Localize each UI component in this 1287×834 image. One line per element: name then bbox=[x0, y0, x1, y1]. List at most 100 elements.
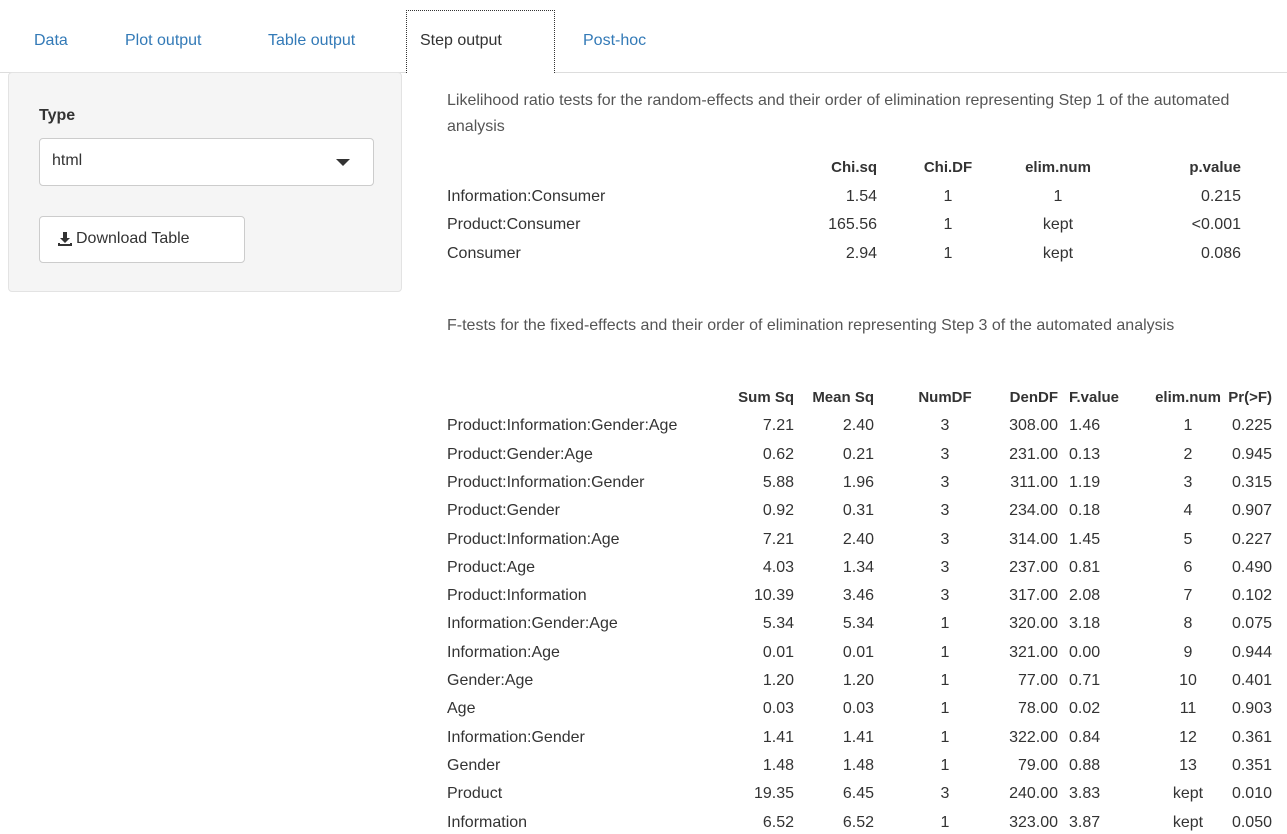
table-cell: 0.84 bbox=[1069, 728, 1101, 746]
table-cell: 0.351 bbox=[1231, 756, 1272, 774]
caret bbox=[336, 159, 350, 166]
tab[interactable]: Post-hoc bbox=[583, 32, 647, 49]
table-cell: 0.903 bbox=[1231, 700, 1272, 718]
table-cell: 2.94 bbox=[845, 244, 877, 262]
column-header: F.value bbox=[1069, 389, 1120, 406]
table-cell: 3 bbox=[940, 558, 950, 576]
button-label: Download Table bbox=[76, 230, 190, 247]
table-cell: 0.944 bbox=[1231, 643, 1272, 661]
table-cell: 2.08 bbox=[1069, 587, 1101, 605]
table-cell: 4 bbox=[1183, 502, 1193, 520]
table-cell: 0.88 bbox=[1069, 756, 1101, 774]
table-cell: 0.075 bbox=[1231, 615, 1272, 633]
column-header: Mean Sq bbox=[812, 389, 874, 406]
table-cell: 1 bbox=[940, 728, 950, 746]
table-cell: 3.83 bbox=[1069, 785, 1101, 803]
select-value: html bbox=[52, 152, 83, 169]
table-cell: 0.01 bbox=[762, 643, 794, 661]
table-cell: 7.21 bbox=[762, 417, 794, 435]
table-cell: 0.225 bbox=[1231, 417, 1272, 435]
table-cell: 6.52 bbox=[762, 813, 794, 831]
table-cell: 0.03 bbox=[762, 700, 794, 718]
table-cell: 19.35 bbox=[753, 785, 794, 803]
table-cell: 2 bbox=[1183, 445, 1193, 463]
table-cell: 6 bbox=[1183, 558, 1193, 576]
row-label: Product:Information bbox=[447, 587, 587, 605]
row-label: Age bbox=[447, 700, 476, 718]
tab[interactable]: Step output bbox=[420, 32, 502, 49]
table-cell: 0.92 bbox=[762, 502, 794, 520]
table-cell: 0.81 bbox=[1069, 558, 1101, 576]
row-label: Information:Consumer bbox=[447, 187, 606, 205]
table-cell: 10.39 bbox=[753, 587, 794, 605]
active-tab-box bbox=[406, 10, 555, 73]
table-cell: <0.001 bbox=[1191, 216, 1241, 233]
table-cell: 0.227 bbox=[1231, 530, 1272, 548]
table-cell: 1.48 bbox=[762, 756, 794, 774]
table-caption: Likelihood ratio tests for the random-ef… bbox=[447, 92, 1230, 135]
table-cell: 1.34 bbox=[842, 558, 874, 576]
table-cell: 11 bbox=[1179, 700, 1197, 718]
table-cell: 0.01 bbox=[842, 643, 874, 661]
row-label: Product bbox=[447, 785, 503, 803]
tab-border bbox=[0, 72, 1287, 73]
table-cell: 1.41 bbox=[842, 728, 874, 746]
table-cell: 1.45 bbox=[1069, 530, 1101, 548]
table-cell: 0.18 bbox=[1069, 502, 1101, 520]
table-cell: 0.21 bbox=[842, 445, 874, 463]
table-cell: 10 bbox=[1179, 672, 1197, 689]
row-label: Product:Gender:Age bbox=[447, 445, 593, 463]
table-cell: 79.00 bbox=[1017, 756, 1058, 774]
table-cell: 1 bbox=[940, 615, 950, 633]
table-cell: 0.050 bbox=[1231, 813, 1272, 831]
table-cell: 3.46 bbox=[842, 587, 874, 605]
table-cell: 4.03 bbox=[762, 558, 794, 576]
row-label: Gender:Age bbox=[447, 672, 534, 689]
table-cell: 2.40 bbox=[842, 530, 874, 548]
select[interactable]: html bbox=[39, 138, 374, 186]
table-cell: 6.45 bbox=[842, 785, 874, 803]
column-header: DenDF bbox=[1009, 389, 1058, 406]
column-header: elim.num bbox=[1025, 159, 1091, 176]
table-cell: 0.490 bbox=[1231, 558, 1272, 576]
table-cell: 321.00 bbox=[1009, 643, 1058, 661]
row-label: Product:Age bbox=[447, 558, 536, 576]
tab[interactable]: Data bbox=[34, 32, 68, 49]
table-cell: 1.46 bbox=[1069, 417, 1101, 435]
table-cell: 1 bbox=[943, 187, 953, 205]
column-header: Sum Sq bbox=[738, 389, 794, 406]
table-cell: 3 bbox=[940, 473, 950, 491]
table-cell: kept bbox=[1042, 244, 1074, 262]
table-cell: 3 bbox=[940, 530, 950, 548]
table-cell: 7.21 bbox=[762, 530, 794, 548]
column-header: Pr(>F) bbox=[1228, 389, 1272, 406]
row-label: Consumer bbox=[447, 244, 521, 262]
table-cell: 3 bbox=[940, 785, 950, 803]
tab[interactable]: Table output bbox=[268, 32, 356, 49]
table-cell: 311.00 bbox=[1010, 473, 1058, 491]
tab[interactable]: Plot output bbox=[125, 32, 202, 49]
row-label: Information bbox=[447, 813, 528, 831]
table-cell: 234.00 bbox=[1009, 502, 1058, 520]
table-cell: 0.010 bbox=[1231, 785, 1272, 803]
table-cell: 5 bbox=[1183, 530, 1193, 548]
row-label: Information:Gender:Age bbox=[447, 615, 618, 633]
row-label: Information:Age bbox=[447, 643, 560, 661]
row-label: Product:Consumer bbox=[447, 216, 581, 233]
table-cell: 3 bbox=[940, 502, 950, 520]
table-cell: 7 bbox=[1183, 587, 1193, 605]
table-cell: 1 bbox=[1053, 187, 1063, 205]
table-cell: 0.086 bbox=[1200, 244, 1241, 262]
row-label: Product:Information:Gender bbox=[447, 473, 645, 491]
table-caption: F-tests for the fixed-effects and their … bbox=[447, 317, 1175, 334]
table-cell: 9 bbox=[1183, 643, 1193, 661]
table-cell: kept bbox=[1172, 785, 1204, 803]
table-cell: 1 bbox=[940, 813, 950, 831]
row-label: Product:Information:Gender:Age bbox=[447, 417, 678, 435]
table-cell: 13 bbox=[1179, 756, 1197, 774]
table-cell: 8 bbox=[1183, 615, 1193, 633]
table-cell: 1.20 bbox=[762, 672, 794, 689]
table-cell: 1 bbox=[943, 244, 953, 262]
download-button[interactable]: Download Table bbox=[39, 216, 245, 263]
